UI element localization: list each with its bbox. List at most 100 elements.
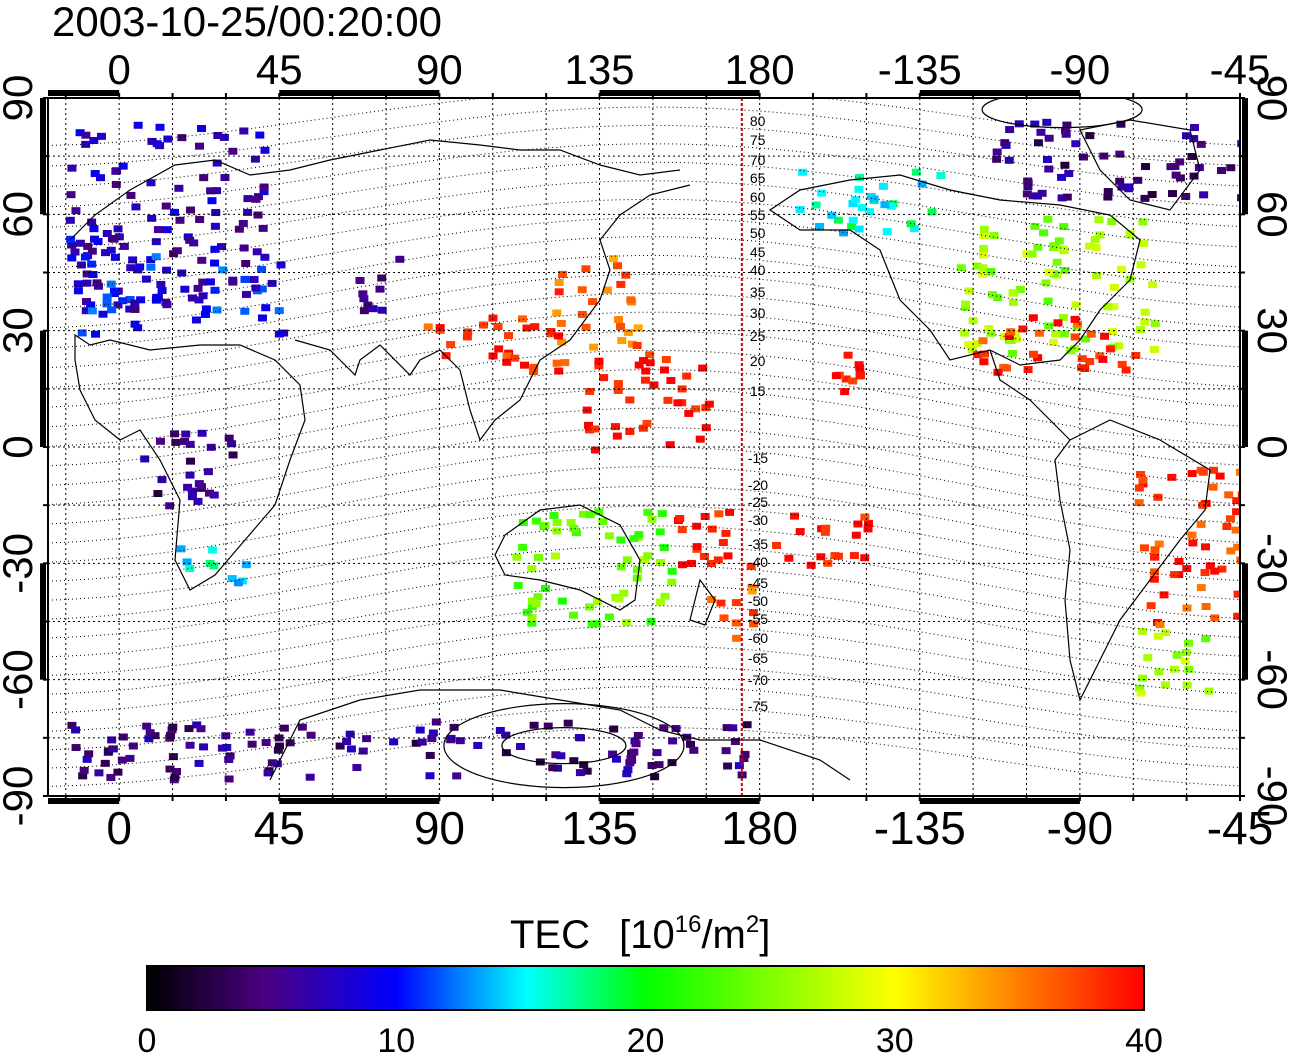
tec-cell bbox=[540, 521, 550, 529]
tec-cell bbox=[659, 724, 669, 732]
tec-cell bbox=[961, 300, 971, 308]
tec-cell bbox=[75, 129, 85, 137]
tec-cell bbox=[568, 611, 578, 619]
tec-cell bbox=[170, 773, 180, 781]
tec-cell bbox=[147, 214, 157, 222]
tec-data-layer bbox=[65, 118, 1256, 784]
tec-cell bbox=[177, 269, 187, 277]
tec-cell bbox=[640, 556, 650, 564]
tec-cell bbox=[1049, 270, 1059, 278]
tec-cell bbox=[228, 451, 238, 459]
tec-cell bbox=[964, 341, 974, 349]
contour-line bbox=[48, 485, 1240, 563]
tec-cell bbox=[377, 274, 387, 282]
tec-cell bbox=[1200, 543, 1210, 551]
tec-cell bbox=[747, 587, 757, 595]
tec-cell bbox=[1247, 478, 1256, 485]
tec-cell bbox=[165, 502, 175, 510]
tec-cell bbox=[554, 279, 564, 287]
tec-cell bbox=[285, 739, 295, 747]
tec-cell bbox=[686, 740, 696, 748]
tec-cell bbox=[1232, 508, 1240, 516]
tec-cell bbox=[978, 264, 988, 272]
tec-cell bbox=[661, 355, 671, 363]
tec-cell bbox=[645, 359, 655, 367]
tec-cell bbox=[168, 723, 178, 731]
tec-cell bbox=[640, 376, 650, 384]
tec-cell bbox=[255, 131, 265, 139]
longitude-label: 180 bbox=[725, 46, 795, 93]
tec-cell bbox=[182, 558, 192, 566]
tec-cell bbox=[725, 508, 735, 516]
tec-cell bbox=[723, 552, 733, 560]
tec-cell bbox=[1231, 526, 1240, 534]
tec-cell bbox=[473, 741, 483, 749]
tec-cell bbox=[684, 409, 694, 417]
tec-cell bbox=[1103, 303, 1113, 311]
tec-cell bbox=[590, 446, 600, 454]
tec-cell bbox=[1057, 173, 1067, 181]
tec-cell bbox=[692, 543, 702, 551]
tec-cell bbox=[1147, 191, 1157, 199]
tec-cell bbox=[96, 132, 106, 140]
tec-cell bbox=[1080, 335, 1090, 343]
tec-cell bbox=[494, 345, 504, 353]
tec-cell bbox=[1015, 285, 1025, 293]
contour-label-column: 80 75 70 65 60 55 50 45 40 35 30 25 20 15 -15 -20-25 -30… bbox=[748, 113, 768, 714]
tec-cell bbox=[614, 316, 624, 324]
tec-cell bbox=[820, 528, 830, 536]
contour-line bbox=[48, 407, 1240, 486]
tec-cell bbox=[502, 358, 512, 366]
tec-cell bbox=[633, 324, 643, 332]
latitude-label: 0 bbox=[1249, 435, 1292, 458]
tec-cell bbox=[77, 329, 87, 337]
tec-cell bbox=[1006, 328, 1016, 336]
tec-cell bbox=[1092, 271, 1102, 279]
tec-cell bbox=[552, 519, 562, 527]
longitude-label: -135 bbox=[874, 802, 966, 854]
tec-cell bbox=[193, 284, 203, 292]
tec-cell bbox=[1189, 135, 1199, 143]
tec-cell bbox=[90, 170, 100, 178]
tec-cell bbox=[1171, 171, 1181, 179]
tec-cell bbox=[267, 759, 277, 767]
tec-cell bbox=[89, 136, 99, 144]
longitude-label: -45 bbox=[1210, 46, 1271, 93]
tec-cell bbox=[67, 241, 77, 249]
contour-label: -75 bbox=[748, 698, 768, 714]
tec-cell bbox=[1134, 499, 1144, 507]
frame-band bbox=[599, 90, 760, 96]
contour-label: 40 bbox=[750, 262, 766, 278]
tec-cell bbox=[1028, 314, 1038, 322]
tec-cell bbox=[166, 731, 176, 739]
tec-cell bbox=[992, 148, 1002, 156]
tec-cell bbox=[1117, 360, 1127, 368]
frame-band bbox=[48, 90, 120, 96]
tec-cell bbox=[1182, 681, 1192, 689]
tec-cell bbox=[130, 299, 140, 307]
tec-cell bbox=[686, 559, 696, 567]
tec-cell bbox=[1121, 366, 1131, 374]
tec-cell bbox=[527, 619, 537, 627]
tec-cell bbox=[1205, 562, 1215, 570]
contour-label: -70 bbox=[748, 672, 768, 688]
tec-cell bbox=[841, 375, 851, 383]
contour-line bbox=[48, 236, 1240, 309]
tec-cell bbox=[1166, 163, 1176, 171]
tec-cell bbox=[1095, 231, 1105, 239]
tec-cell bbox=[1196, 140, 1206, 148]
contour-line bbox=[48, 161, 1240, 228]
tec-cell bbox=[152, 140, 162, 148]
tec-cell bbox=[1012, 335, 1022, 343]
tec-cell bbox=[557, 597, 567, 605]
tec-cell bbox=[84, 750, 94, 758]
tec-cell bbox=[342, 738, 352, 746]
tec-cell bbox=[979, 245, 989, 253]
tec-cell bbox=[1008, 349, 1018, 357]
longitude-label: 135 bbox=[564, 46, 634, 93]
tec-cell bbox=[1042, 156, 1052, 164]
tec-cell bbox=[198, 278, 208, 286]
tec-cell bbox=[431, 718, 441, 726]
tec-cell bbox=[218, 266, 228, 274]
